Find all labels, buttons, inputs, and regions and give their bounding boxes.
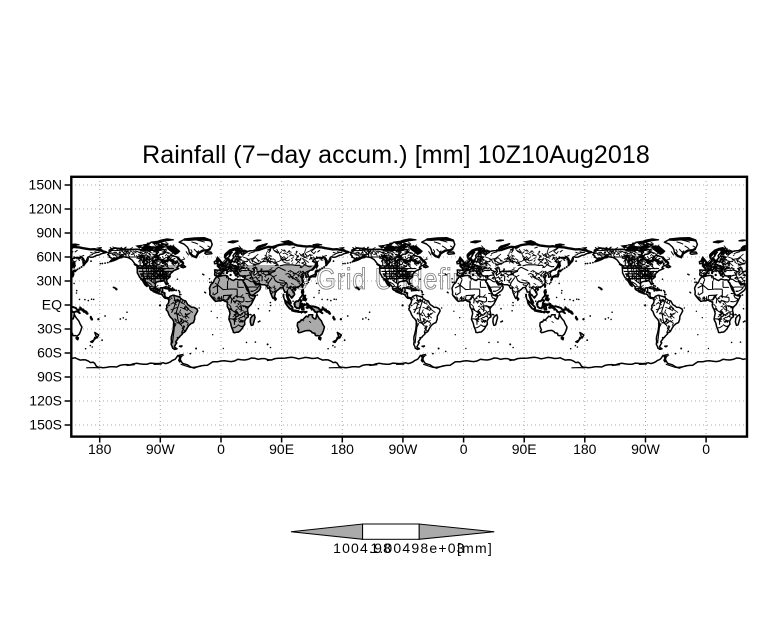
svg-text:60N: 60N [36,249,62,265]
svg-text:150N: 150N [29,177,62,193]
svg-text:120N: 120N [29,201,62,217]
svg-text:[mm]: [mm] [457,540,493,556]
svg-text:30S: 30S [37,321,62,337]
svg-text:60S: 60S [37,345,62,361]
svg-text:90E: 90E [269,441,294,457]
svg-text:90W: 90W [146,441,176,457]
svg-text:180: 180 [88,441,112,457]
svg-text:90E: 90E [512,441,537,457]
svg-text:90N: 90N [36,225,62,241]
svg-text:0: 0 [460,441,468,457]
svg-text:90W: 90W [389,441,419,457]
svg-text:1004.98: 1004.98 [333,540,392,556]
svg-text:0: 0 [217,441,225,457]
svg-text:Rainfall (7−day accum.) [mm] 1: Rainfall (7−day accum.) [mm] 10Z10Aug201… [142,141,650,169]
svg-text:180: 180 [573,441,597,457]
svg-text:120S: 120S [29,393,62,409]
svg-text:180: 180 [331,441,355,457]
svg-text:30N: 30N [36,273,62,289]
svg-text:EQ: EQ [42,297,62,313]
svg-text:1.00498e+03: 1.00498e+03 [370,540,465,556]
svg-text:0: 0 [702,441,710,457]
svg-text:90W: 90W [631,441,661,457]
svg-text:150S: 150S [29,417,62,433]
svg-text:90S: 90S [37,369,62,385]
